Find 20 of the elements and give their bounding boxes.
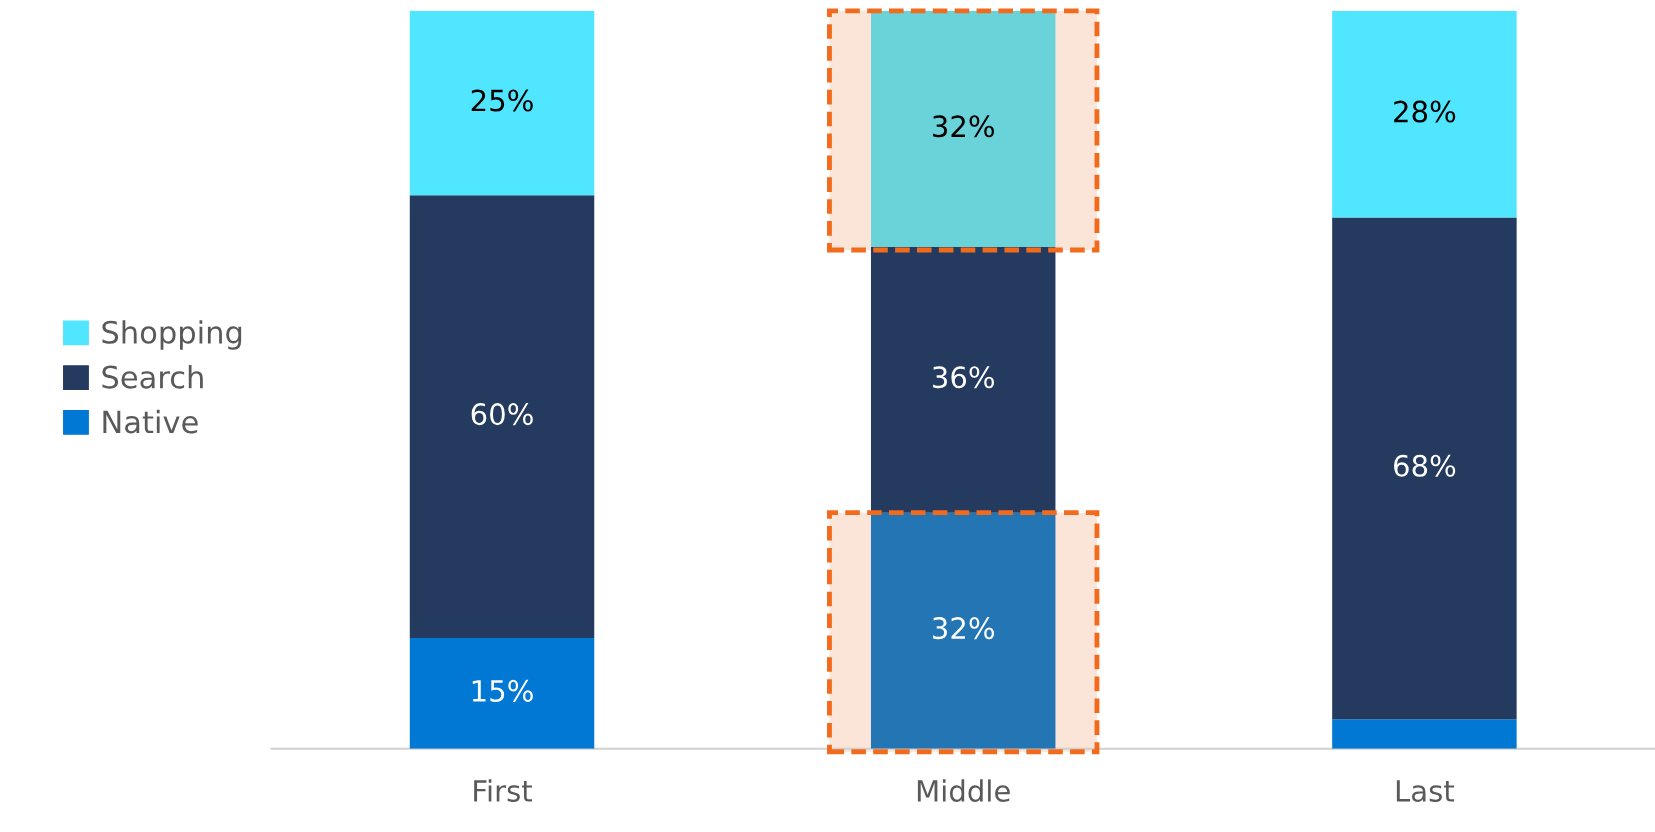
legend-label: Search <box>102 365 203 389</box>
bar <box>1332 719 1517 749</box>
data-label: 68% <box>1394 454 1456 477</box>
data-label: 25% <box>471 89 533 112</box>
data-label: 60% <box>471 403 533 426</box>
bar <box>1332 217 1517 720</box>
data-label: 15% <box>472 679 533 702</box>
bar <box>409 195 595 639</box>
x-tick-label: Last <box>1396 780 1455 802</box>
data-label: 36% <box>933 366 995 389</box>
x-tick-label: First <box>474 779 533 802</box>
x-tick-label: Middle <box>917 779 1010 802</box>
bar <box>409 10 595 196</box>
data-label: 32% <box>933 617 995 640</box>
data-label: 28% <box>1394 100 1456 123</box>
data-label: 32% <box>933 115 995 138</box>
legend-label: Shopping <box>102 320 242 350</box>
legend-label: Native <box>103 409 198 434</box>
bar <box>409 638 595 749</box>
bar <box>1332 10 1517 218</box>
